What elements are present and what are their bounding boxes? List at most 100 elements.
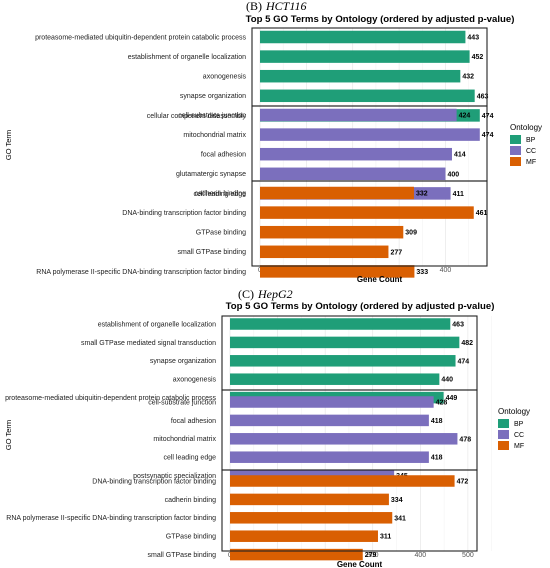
bar-value-label: 432 [462,74,474,81]
bar-value-label: 472 [457,479,469,486]
bar-mf [230,530,378,542]
y-tick-label: cellular component disassembly [147,113,247,120]
bar-bp [260,89,475,103]
bar-mf [260,265,415,278]
bar-cc [230,414,429,427]
x-axis-title: Gene Count [357,275,403,284]
y-tick-label: establishment of organelle localization [128,54,246,61]
bar-bp [260,69,461,83]
bar-bp [230,318,451,330]
legend-label: CC [514,432,524,439]
legend-label: MF [514,443,524,450]
legend-swatch-cc [510,146,521,155]
y-tick-label: focal adhesion [201,152,246,159]
bar-mf [230,493,389,506]
panel-cell-line: HepG2 [257,287,293,301]
y-tick-label: DNA-binding transcription factor binding [92,478,216,485]
chart-title: Top 5 GO Terms by Ontology (ordered by a… [246,14,515,25]
bar-cc [260,128,480,141]
bar-value-label: 414 [454,152,466,159]
bar-value-label: 400 [447,171,459,178]
legend: Ontology BP CC MF [510,123,542,166]
y-tick-label: axonogenesis [203,74,247,81]
bar-bp [230,355,456,367]
bar-value-label: 418 [431,418,443,425]
bar-value-label: 474 [482,113,494,120]
bar-bp [260,50,470,63]
bar-bp [230,336,460,349]
bar-value-label: 333 [416,269,428,276]
y-tick-label: mitochondrial matrix [183,132,246,139]
panel-label: (B) HCT116 [246,0,306,13]
bar-value-label: 482 [461,340,473,347]
y-tick-label: establishment of organelle localization [98,321,216,328]
bar-mf [260,206,474,219]
bar-cc [260,147,452,161]
panel-cell-line: HCT116 [265,0,306,13]
y-axis-title: GO Term [4,420,13,450]
legend-label: BP [514,421,524,428]
bar-value-label: 279 [365,552,377,559]
y-tick-label: small GTPase binding [178,249,247,256]
facet-panel-border [251,180,488,267]
y-tick-label: cadherin binding [165,497,216,504]
bar-cc [260,167,446,181]
bar-mf [260,225,404,239]
bar-bp [230,373,440,385]
bar-bp [260,30,466,44]
x-tick-label: 400 [414,552,426,559]
y-tick-label: small GTPase binding [148,552,217,559]
legend-swatch-bp [510,135,521,144]
y-tick-label: proteasome-mediated ubiquitin-dependent … [5,395,216,402]
x-axis-title: Gene Count [337,560,383,568]
bar-value-label: 463 [477,93,489,100]
bar-value-label: 277 [390,249,402,256]
bar-value-label: 463 [452,322,464,329]
bar-value-label: 418 [431,455,443,462]
bar-mf [230,512,393,524]
y-tick-label: GTPase binding [196,230,246,237]
bar-value-label: 478 [459,436,471,443]
legend-label: MF [526,159,536,166]
bar-value-label: 474 [482,132,494,139]
legend-title: Ontology [498,407,530,416]
bar-value-label: 309 [405,230,417,237]
y-tick-label: cell-substrate junction [148,399,216,406]
y-tick-label: glutamatergic synapse [176,171,246,178]
bar-value-label: 332 [416,191,428,198]
bar-mf [230,475,455,487]
y-tick-label: cell leading edge [193,191,246,198]
legend-title: Ontology [510,123,542,132]
bar-mf [260,245,389,259]
y-tick-label: cadherin binding [195,190,246,197]
y-tick-label: focal adhesion [171,418,216,425]
x-tick-label: 300 [367,552,379,559]
y-tick-label: synapse organization [150,358,216,365]
y-axis-title: GO Term [4,130,13,160]
panel-letter: (B) [246,0,262,13]
x-tick-label: 400 [440,267,452,274]
y-tick-label: synapse organization [180,93,246,100]
y-tick-label: small GTPase mediated signal transductio… [81,340,216,347]
bar-value-label: 424 [459,113,471,120]
y-tick-label: cell leading edge [163,455,216,462]
bar-value-label: 443 [467,35,479,42]
legend-label: BP [526,137,536,144]
legend-swatch-mf [498,441,509,450]
y-tick-label: postsynaptic specialization [133,473,216,480]
legend: Ontology BP CC MF [498,407,530,450]
y-tick-label: axonogenesis [173,377,217,384]
bar-value-label: 449 [446,395,458,402]
bar-mf [260,186,414,200]
bar-value-label: 341 [394,515,406,522]
legend-swatch-mf [510,157,521,166]
y-tick-label: DNA-binding transcription factor binding [122,210,246,217]
panel-label: (C) HepG2 [238,287,293,301]
bar-value-label: 311 [380,534,391,541]
bar-value-label: 474 [458,358,470,365]
y-tick-label: proteasome-mediated ubiquitin-dependent … [35,34,246,41]
bar-cc [230,451,429,463]
y-tick-label: cell-substrate junction [178,112,246,119]
